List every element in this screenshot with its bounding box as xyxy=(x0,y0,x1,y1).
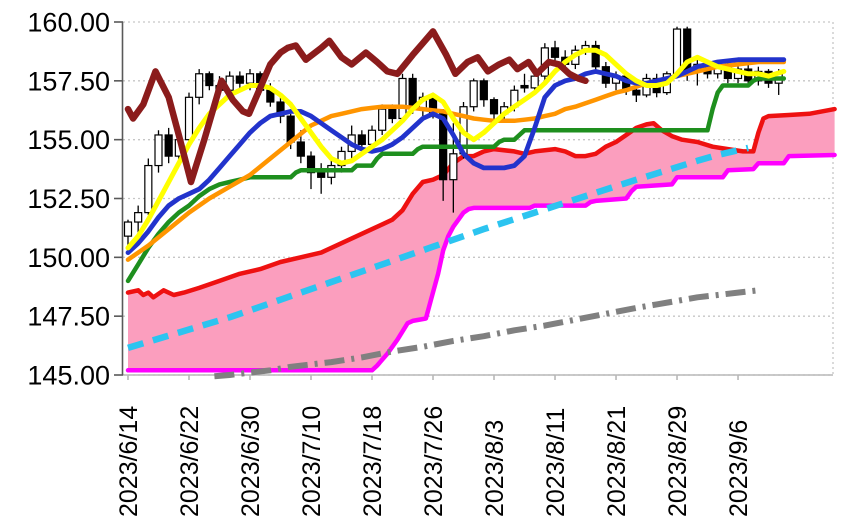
green-step-line xyxy=(125,76,787,284)
candle xyxy=(317,163,326,194)
y-axis-label: 145.00 xyxy=(27,361,110,391)
x-axis-label: 2023/6/14 xyxy=(115,406,143,517)
gray-dashdot-line xyxy=(214,287,759,380)
candle xyxy=(195,69,204,105)
x-axis-label: 2023/7/10 xyxy=(298,406,326,517)
x-axis-label: 2023/7/18 xyxy=(359,406,387,517)
x-axis-labels: 2023/6/14 2023/6/22 2023/6/30 2023/7/10 2023… xyxy=(115,406,753,517)
x-axis-label: 2023/8/21 xyxy=(603,406,631,517)
x-axis-label: 2023/8/29 xyxy=(664,406,692,517)
red-cloud-top-line xyxy=(125,106,837,300)
x-axis-label: 2023/9/6 xyxy=(725,420,753,517)
axes xyxy=(114,21,833,380)
candle xyxy=(205,71,214,91)
x-axis-label: 2023/8/11 xyxy=(542,408,570,517)
magenta-cloud-bottom-line xyxy=(125,152,837,373)
candle xyxy=(378,104,387,135)
candle xyxy=(164,127,173,164)
candle xyxy=(398,73,407,121)
y-axis-label: 155.00 xyxy=(27,125,110,155)
thick-darkred-line xyxy=(124,28,589,186)
cyan-dashed-line xyxy=(127,144,749,352)
candle xyxy=(134,205,143,234)
candle xyxy=(469,78,478,112)
candle xyxy=(144,158,153,215)
candle xyxy=(550,40,560,63)
candle xyxy=(591,40,600,72)
yellow-line xyxy=(125,47,787,251)
candle xyxy=(154,130,163,173)
y-axis-label: 150.00 xyxy=(27,243,110,273)
candle xyxy=(520,73,529,93)
candle xyxy=(479,78,488,107)
y-axis-label: 157.50 xyxy=(27,66,110,96)
x-axis-label: 2023/8/3 xyxy=(481,420,509,517)
y-axis-label: 152.50 xyxy=(27,184,110,214)
candle xyxy=(235,71,244,88)
y-axis-label: 160.00 xyxy=(27,8,110,38)
x-axis-label: 2023/6/30 xyxy=(237,406,265,517)
x-axis-label: 2023/6/22 xyxy=(176,406,204,517)
y-axis-label: 147.50 xyxy=(27,302,110,332)
y-axis-labels: 160.00 157.50 155.00 152.50 150.00 147.50 145.… xyxy=(27,8,110,391)
x-axis-label: 2023/7/26 xyxy=(420,406,448,517)
